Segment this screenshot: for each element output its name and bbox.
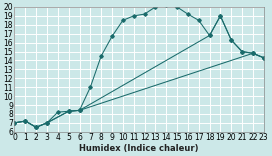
X-axis label: Humidex (Indice chaleur): Humidex (Indice chaleur) — [79, 144, 199, 153]
